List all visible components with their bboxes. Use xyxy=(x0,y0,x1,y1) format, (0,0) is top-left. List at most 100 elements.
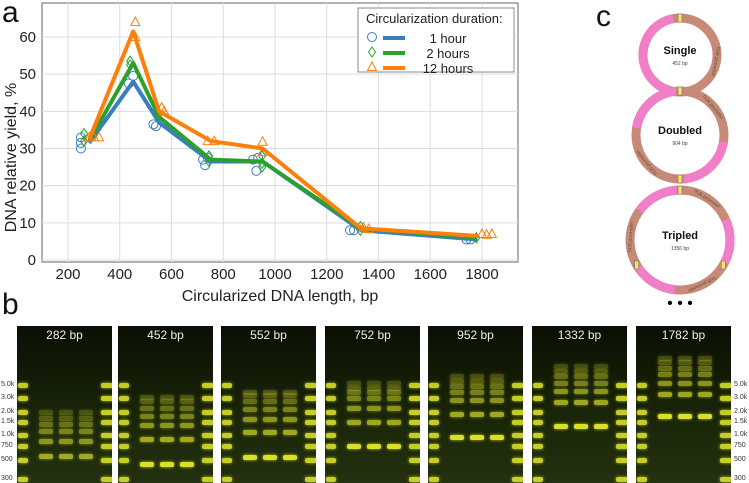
ladder-band xyxy=(637,444,647,449)
sample-band xyxy=(490,384,504,390)
data-point-12-hours xyxy=(158,105,170,116)
sample-band xyxy=(263,398,277,404)
gel-title: 452 bp xyxy=(147,328,184,342)
sample-band xyxy=(450,379,464,384)
sample-band xyxy=(79,453,93,459)
sample-band xyxy=(387,395,401,401)
ladder-band xyxy=(202,444,213,449)
gel-title: 1782 bp xyxy=(661,328,706,342)
sample-band xyxy=(367,390,381,396)
junction-marker xyxy=(677,174,683,184)
ladder-size-label: 1.5k xyxy=(1,418,15,425)
ladder-band xyxy=(637,433,647,438)
data-point-1-hour xyxy=(148,119,159,130)
sample-band xyxy=(658,414,672,419)
x-tick-label: 800 xyxy=(211,266,236,283)
data-point-12-hours xyxy=(208,134,220,146)
sample-band xyxy=(79,410,93,416)
sample-band xyxy=(367,419,381,425)
ladder-size-label: 500 xyxy=(734,456,746,463)
legend-title: Circularization duration: xyxy=(366,11,503,26)
sample-band xyxy=(180,405,194,411)
plasmid-maps: hU6 promoter Single 452 bp hU6 promoter hU6 … xyxy=(625,13,735,310)
sample-band xyxy=(243,416,257,422)
sample-band xyxy=(263,389,277,395)
y-tick-label: 40 xyxy=(19,103,36,120)
ladder-band xyxy=(202,396,213,401)
sample-band xyxy=(698,391,712,397)
y-tick-label: 0 xyxy=(28,252,36,269)
data-point-1-hour xyxy=(345,225,356,236)
ladder-band xyxy=(720,433,731,438)
sample-band xyxy=(160,436,174,442)
plasmid-insert-arrow xyxy=(631,86,729,184)
sample-band xyxy=(263,416,277,422)
ladder-band xyxy=(409,383,420,388)
ladder-band xyxy=(512,383,523,388)
ladder-band xyxy=(305,396,316,401)
sample-band xyxy=(160,394,174,400)
gel-title: 752 bp xyxy=(354,328,391,342)
plasmid-insert-arrow xyxy=(625,185,735,295)
ladder-band xyxy=(202,458,213,463)
ladder-band xyxy=(305,420,316,425)
sample-band xyxy=(658,372,672,378)
sample-band xyxy=(554,374,568,380)
ladder-band xyxy=(119,444,129,449)
ladder-band xyxy=(637,410,647,415)
sample-band xyxy=(387,390,401,396)
sample-band xyxy=(367,385,381,391)
sample-band xyxy=(490,411,504,417)
sample-band xyxy=(574,381,588,387)
sample-band xyxy=(347,395,361,401)
sample-band xyxy=(594,364,608,370)
ladder-size-label: 500 xyxy=(1,456,13,463)
y-tick-label: 50 xyxy=(19,66,36,83)
sample-band xyxy=(160,399,174,405)
ladder-band xyxy=(101,383,112,388)
ladder-band xyxy=(222,458,232,463)
ladder-band xyxy=(202,477,213,482)
sample-band xyxy=(470,384,484,390)
y-tick-label: 60 xyxy=(19,29,36,46)
sample-band xyxy=(678,380,692,386)
data-point-1-hour xyxy=(75,137,86,148)
sample-band xyxy=(698,360,712,366)
ladder-band xyxy=(409,396,420,401)
ladder-band xyxy=(409,420,420,425)
sample-band xyxy=(658,365,672,371)
sample-band xyxy=(490,389,504,395)
sample-band xyxy=(594,400,608,406)
ladder-band xyxy=(18,477,28,482)
ladder-band xyxy=(637,383,647,388)
sample-band xyxy=(698,365,712,371)
yield-line-chart: 200 400 600 800 1000 1200 1400 1600 1800 0 10 20 30 4… xyxy=(3,2,519,305)
ladder-band xyxy=(512,444,523,449)
sample-band xyxy=(59,410,73,416)
gel-image: 1782 bp xyxy=(636,326,731,483)
sample-band xyxy=(594,381,608,387)
sample-band xyxy=(574,374,588,380)
data-point-2-hours xyxy=(204,155,214,168)
sample-band xyxy=(180,461,194,467)
ladder-band xyxy=(616,458,627,463)
x-tick-label: 400 xyxy=(107,266,132,283)
sample-band xyxy=(698,372,712,378)
data-point-2-hours xyxy=(257,157,267,170)
sample-band xyxy=(283,416,297,422)
sample-band xyxy=(283,389,297,395)
ladder-band xyxy=(101,458,112,463)
sample-band xyxy=(490,397,504,403)
data-point-12-hours xyxy=(129,16,141,27)
sample-band xyxy=(554,423,568,429)
ladder-band xyxy=(222,420,232,425)
sample-band xyxy=(160,413,174,419)
ladder-band xyxy=(429,444,439,449)
sample-band xyxy=(470,411,484,417)
sample-band xyxy=(554,388,568,394)
data-point-2-hours xyxy=(125,59,135,71)
sample-band xyxy=(698,414,712,419)
ladder-band xyxy=(326,477,336,482)
sample-band xyxy=(470,397,484,403)
ladder-band xyxy=(305,458,316,463)
